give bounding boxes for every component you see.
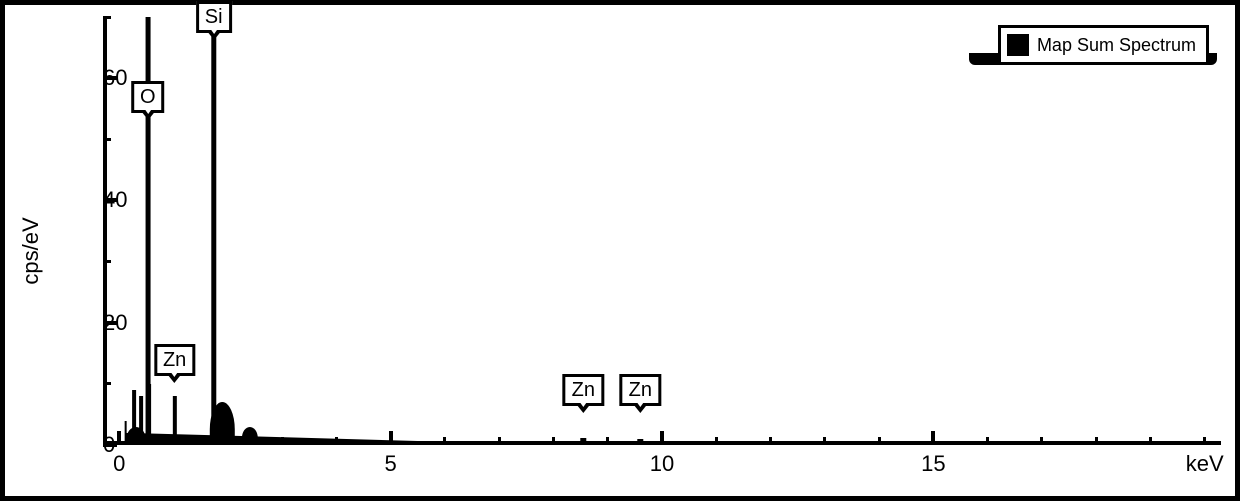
x-tick-label: 15 xyxy=(921,451,945,477)
spectrum-peak xyxy=(139,396,143,445)
spectrum-peak xyxy=(172,396,176,445)
x-tick-label: 10 xyxy=(650,451,674,477)
x-axis-label: keV xyxy=(1186,451,1224,477)
legend-marker-icon xyxy=(1007,34,1029,56)
legend-text: Map Sum Spectrum xyxy=(1037,35,1196,56)
spectrum-peak xyxy=(132,390,136,445)
peak-label-si: Si xyxy=(196,1,232,33)
peak-label-o: O xyxy=(131,81,165,113)
spectrum-baseline xyxy=(125,433,554,445)
spectrum-peak xyxy=(581,438,586,445)
spectrum-peak xyxy=(638,439,643,445)
x-tick-label: 5 xyxy=(385,451,397,477)
legend-box: Map Sum Spectrum xyxy=(998,25,1209,65)
spectrum-peak xyxy=(211,17,216,445)
peak-label-zn: Zn xyxy=(563,374,604,406)
plot-area: 0204060051015keVOZnSiZnZnMap Sum Spectru… xyxy=(103,17,1221,445)
eds-spectrum-chart: cps/eV 0204060051015keVOZnSiZnZnMap Sum … xyxy=(0,0,1240,501)
spectrum-peak xyxy=(124,421,127,445)
peak-label-zn: Zn xyxy=(620,374,661,406)
peak-label-zn: Zn xyxy=(154,344,195,376)
x-tick-label: 0 xyxy=(113,451,125,477)
spectrum-hump xyxy=(241,427,257,445)
y-axis-label: cps/eV xyxy=(18,217,44,284)
